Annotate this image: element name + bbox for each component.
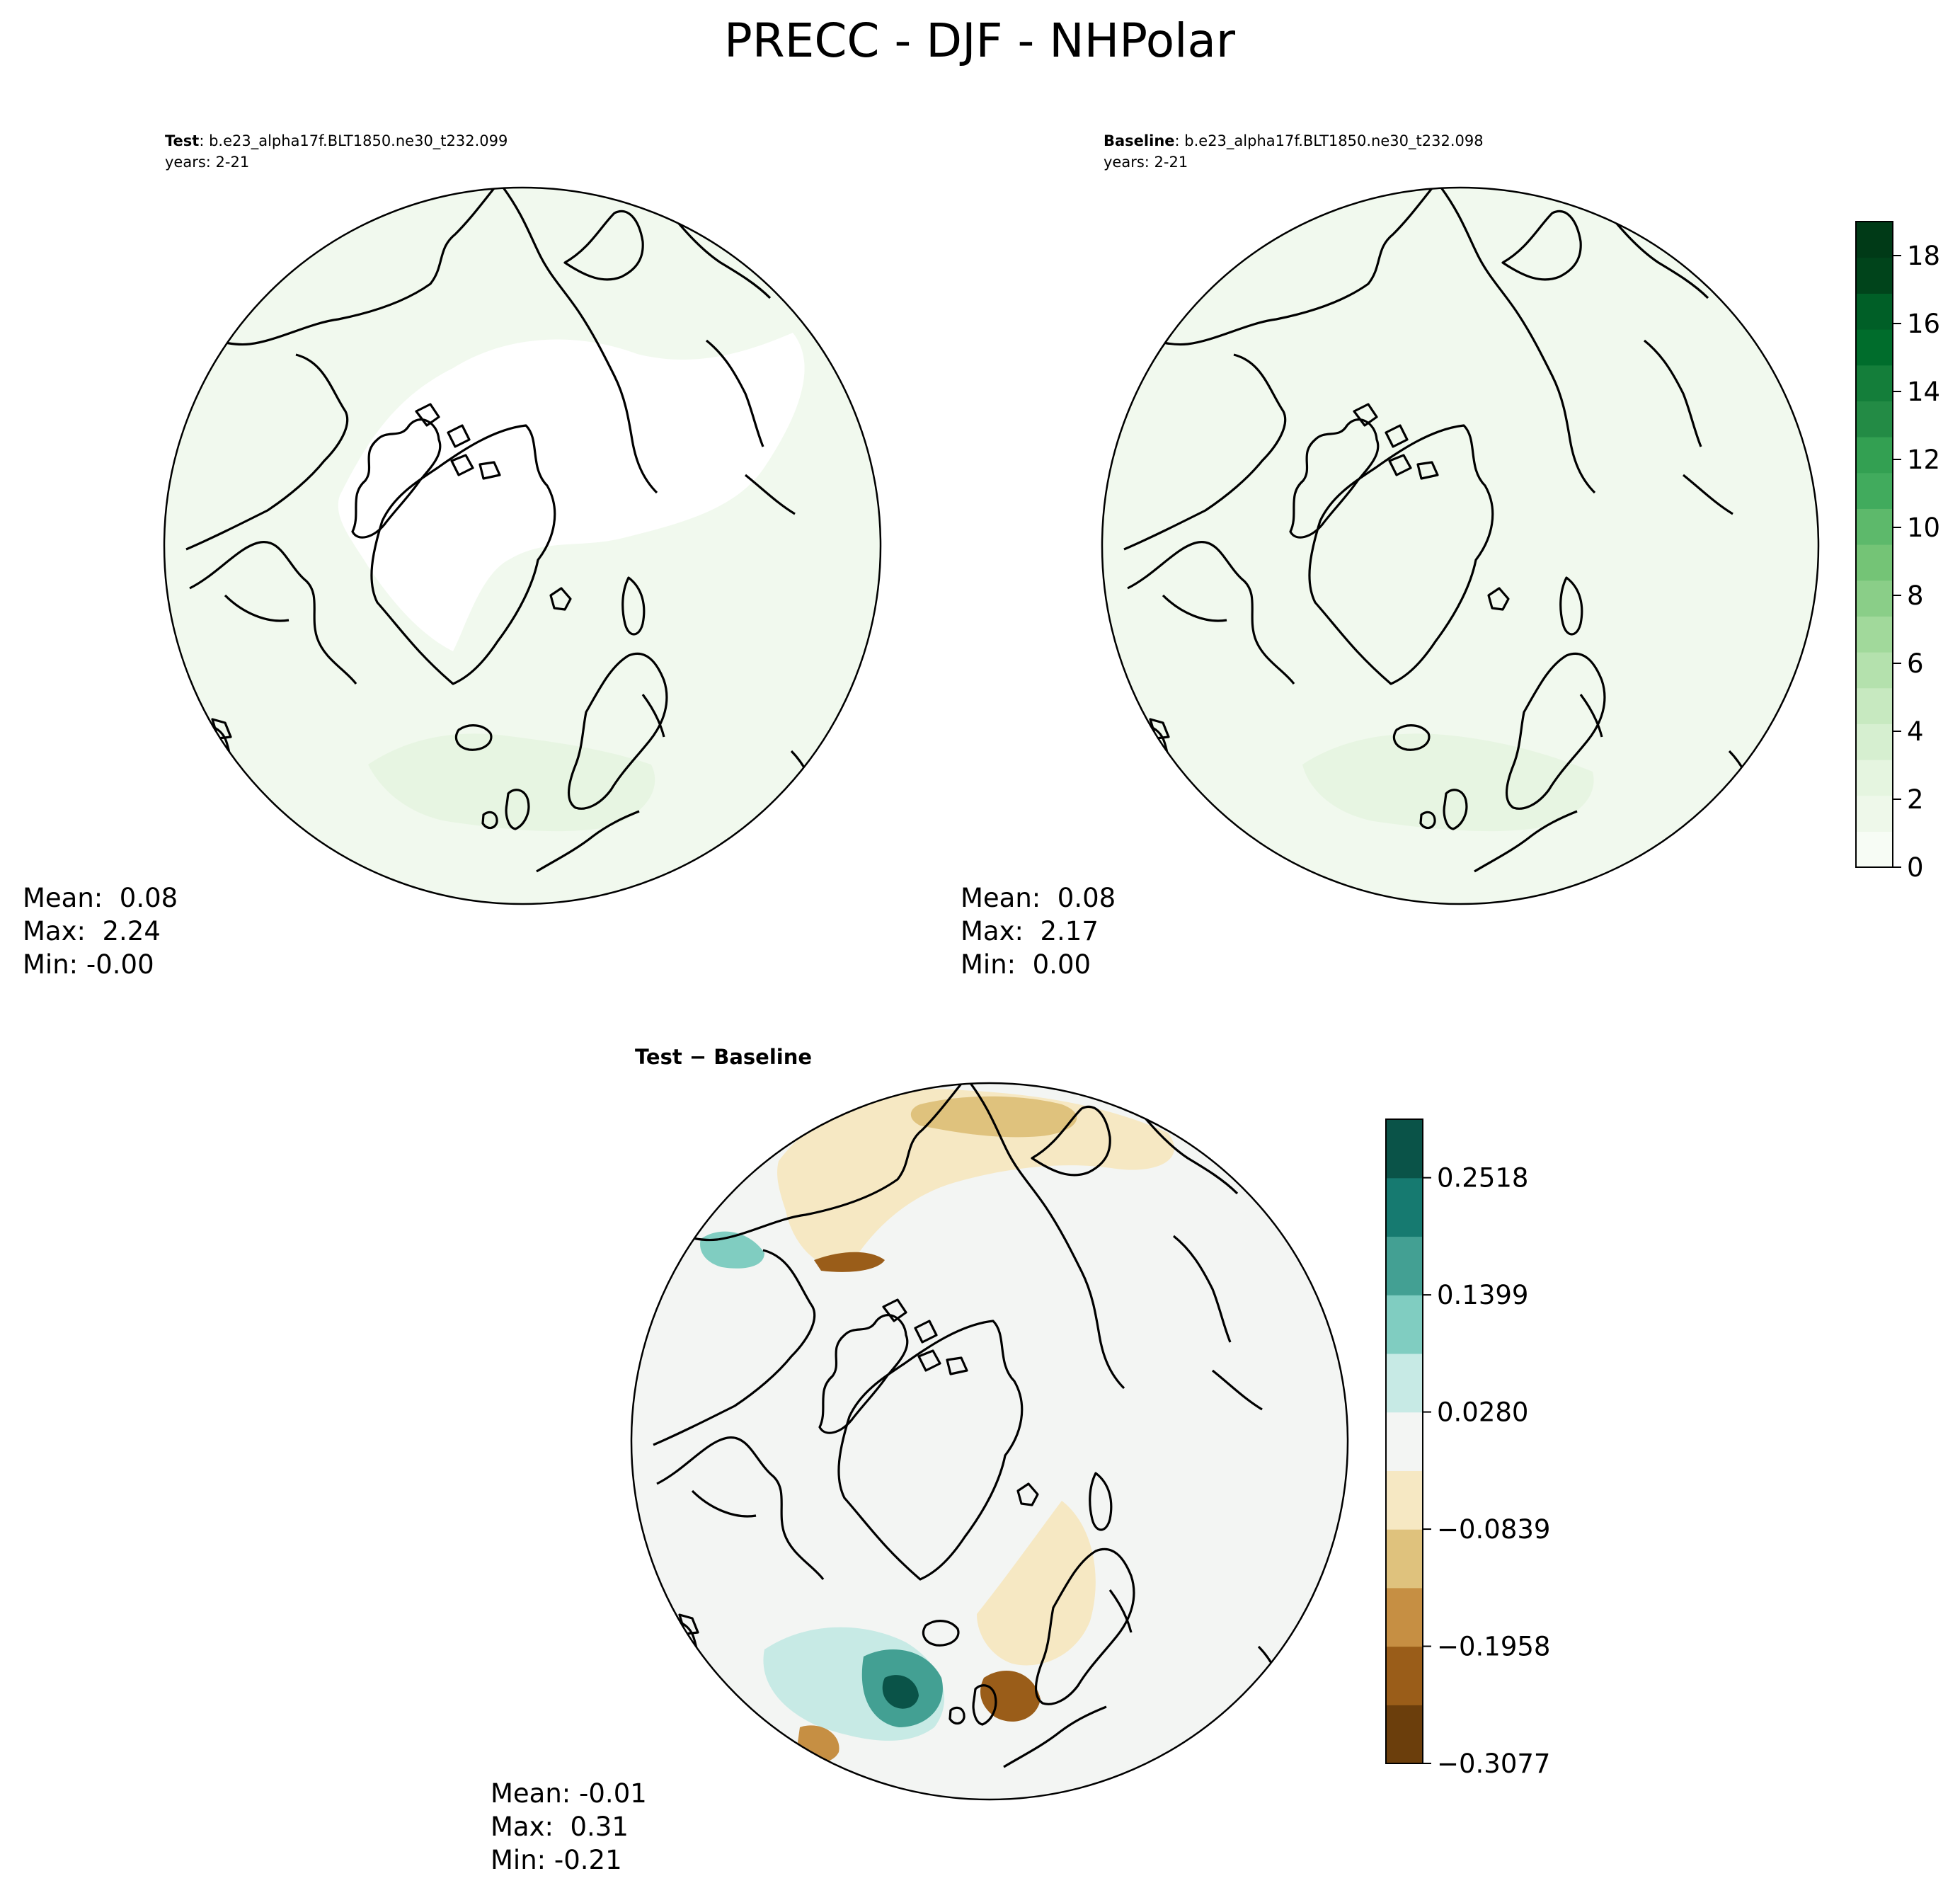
difference-colorbar-swatch	[1386, 1353, 1423, 1413]
difference-colorbar-swatch	[1386, 1412, 1423, 1471]
baseline-colorbar-swatch	[1856, 652, 1893, 689]
test-field-low	[338, 333, 805, 651]
baseline-map-frame	[1101, 186, 1820, 905]
difference-colorbar-swatch	[1386, 1529, 1423, 1589]
baseline-colorbar-tick-label: 0	[1907, 852, 1924, 883]
baseline-colorbar-swatch	[1856, 687, 1893, 724]
baseline-colorbar-swatch	[1856, 723, 1893, 760]
difference-colorbar-swatch	[1386, 1470, 1423, 1530]
difference-map-background	[631, 1083, 1348, 1800]
baseline-colorbar-swatch	[1856, 257, 1893, 294]
baseline-colorbar-swatch	[1856, 437, 1893, 474]
baseline-colorbar-swatch	[1856, 616, 1893, 653]
baseline-colorbar-swatch	[1856, 544, 1893, 581]
difference-colorbar-swatch	[1386, 1587, 1423, 1647]
baseline-max: Max: 2.17	[961, 916, 1099, 946]
difference-colorbar-frame	[1385, 1119, 1423, 1764]
difference-field-brown-2	[910, 1096, 1077, 1138]
baseline-colorbar-tick-label: 10	[1907, 513, 1940, 543]
baseline-colorbar-tick-label: 12	[1907, 445, 1940, 475]
test-mean: Mean: 0.08	[23, 883, 178, 913]
difference-colorbar-tick-label: 0.0280	[1437, 1397, 1528, 1428]
difference-map-frame	[630, 1082, 1349, 1801]
baseline-colorbar-swatch	[1856, 472, 1893, 509]
baseline-colorbar-swatch	[1856, 831, 1893, 868]
baseline-years: years: 2-21	[1104, 154, 1188, 171]
test-years: years: 2-21	[165, 154, 249, 171]
difference-min: Min: -0.21	[491, 1845, 622, 1875]
baseline-field-mid	[1302, 733, 1594, 832]
difference-colorbar-tick-label: 0.2518	[1437, 1163, 1528, 1194]
baseline-mean: Mean: 0.08	[961, 883, 1116, 913]
baseline-colorbar-tick-label: 18	[1907, 241, 1940, 271]
baseline-colorbar-tick-label: 8	[1907, 580, 1924, 611]
test-max: Max: 2.24	[23, 916, 161, 946]
baseline-colorbar-swatch	[1856, 401, 1893, 437]
difference-colorbar-swatch	[1386, 1295, 1423, 1354]
baseline-panel: Baseline: b.e23_alpha17f.BLT1850.ne30_t2…	[961, 132, 1940, 980]
baseline-colorbar-tick-label: 2	[1907, 784, 1924, 815]
difference-field-low-brown	[977, 1501, 1096, 1666]
difference-field-low-teal-3	[882, 1675, 919, 1709]
baseline-colorbar-swatch	[1856, 222, 1893, 258]
difference-colorbar-tick-label: −0.0839	[1437, 1514, 1550, 1545]
difference-field-brown-3	[814, 1252, 885, 1272]
baseline-colorbar-swatch	[1856, 293, 1893, 330]
difference-colorbar-swatch	[1386, 1236, 1423, 1295]
baseline-min: Min: 0.00	[961, 949, 1091, 980]
difference-max: Max: 0.31	[491, 1812, 629, 1842]
test-map-frame	[163, 186, 882, 905]
baseline-colorbar-tick-label: 14	[1907, 377, 1940, 407]
difference-colorbar-swatch	[1386, 1177, 1423, 1237]
baseline-colorbar-tick-label: 6	[1907, 648, 1924, 679]
difference-colorbar-swatch	[1386, 1119, 1423, 1179]
difference-subtitle: Test − Baseline	[635, 1045, 812, 1069]
baseline-colorbar-swatch	[1856, 795, 1893, 832]
difference-panel: Test − Baseline Mean: -0.01 Max: 0.31 Mi…	[491, 1045, 1550, 1875]
difference-colorbar-swatch	[1386, 1646, 1423, 1705]
difference-field-brown-1	[777, 1089, 1174, 1269]
difference-colorbar-swatch	[1386, 1705, 1423, 1764]
baseline-colorbar-swatch	[1856, 760, 1893, 796]
difference-colorbar-tick-label: 0.1399	[1437, 1280, 1528, 1310]
baseline-colorbar-frame	[1855, 221, 1893, 868]
difference-mean: Mean: -0.01	[491, 1778, 647, 1809]
baseline-colorbar-swatch	[1856, 580, 1893, 617]
baseline-colorbar-swatch	[1856, 329, 1893, 366]
baseline-subtitle: Baseline: b.e23_alpha17f.BLT1850.ne30_t2…	[1104, 132, 1484, 150]
baseline-colorbar-swatch	[1856, 365, 1893, 401]
figure-title: PRECC - DJF - NHPolar	[724, 13, 1236, 68]
difference-colorbar-tick-label: −0.1958	[1437, 1632, 1550, 1662]
test-subtitle: Test: b.e23_alpha17f.BLT1850.ne30_t232.0…	[165, 132, 508, 150]
baseline-colorbar-tick-label: 16	[1907, 309, 1940, 339]
baseline-colorbar-swatch	[1856, 508, 1893, 545]
baseline-colorbar-tick-label: 4	[1907, 716, 1924, 747]
difference-colorbar-tick-label: −0.3077	[1437, 1749, 1550, 1779]
baseline-map-background	[1102, 188, 1818, 904]
baseline-colorbar: 0 2 4 6 8 10 12 14 16 18	[1855, 221, 1940, 883]
test-panel: Test: b.e23_alpha17f.BLT1850.ne30_t232.0…	[23, 132, 882, 980]
difference-colorbar: 0.2518 0.1399 0.0280 −0.0839 −0.1958 −0.3077	[1385, 1119, 1550, 1779]
test-min: Min: -0.00	[23, 949, 154, 980]
test-field-mid	[368, 733, 655, 832]
